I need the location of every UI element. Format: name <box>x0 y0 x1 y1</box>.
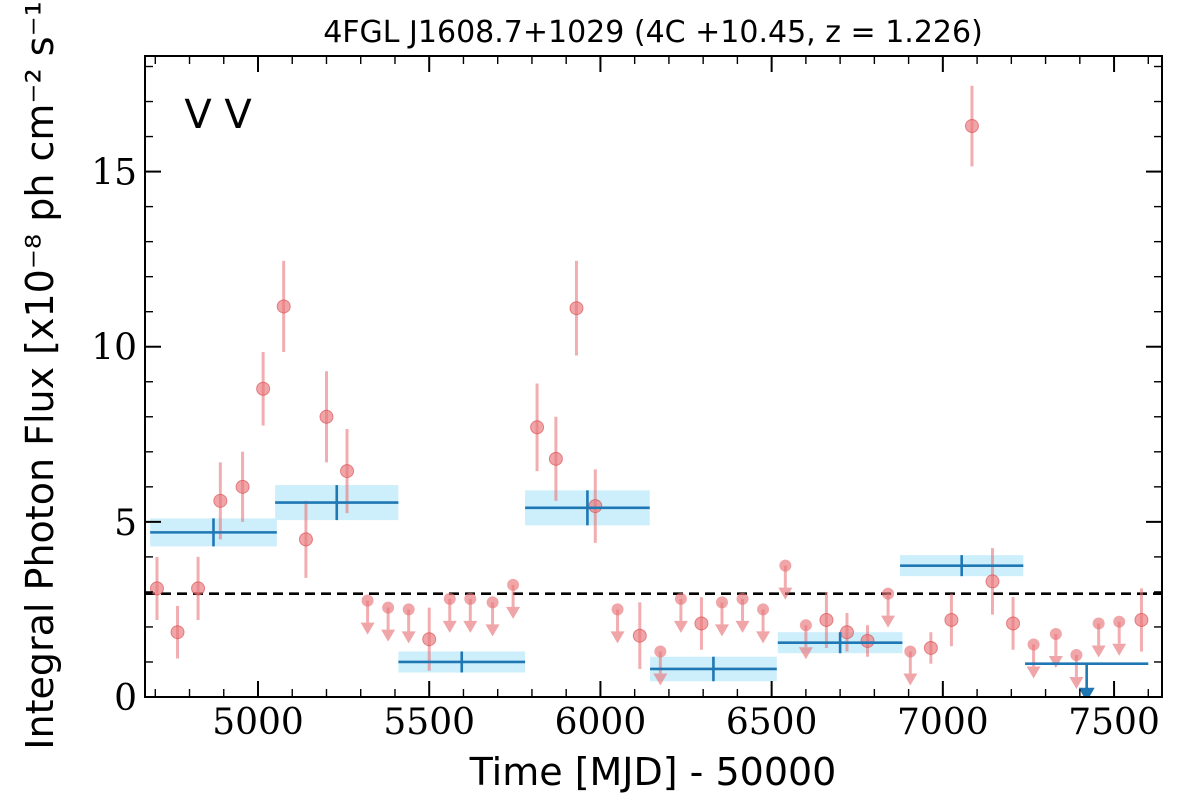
x-tick-label: 6000 <box>555 702 647 743</box>
monthly-point-9 <box>340 464 355 479</box>
monthly-point-8 <box>319 409 334 424</box>
monthly-ul-point-5 <box>486 596 499 609</box>
monthly-ul-arrow-20 <box>1091 645 1106 658</box>
monthly-ul-point-8 <box>654 645 667 658</box>
monthly-ul-point-12 <box>757 603 770 616</box>
monthly-point-11 <box>530 420 545 435</box>
monthly-ul-point-14 <box>799 619 812 632</box>
x-axis-label: Time [MJD] - 50000 <box>469 750 837 794</box>
monthly-ul-arrow-8 <box>653 673 668 686</box>
monthly-point-25 <box>1134 612 1149 627</box>
monthly-ul-point-16 <box>904 645 917 658</box>
monthly-ul-point-19 <box>1070 648 1083 661</box>
y-tick-label: 15 <box>91 153 137 194</box>
monthly-point-10 <box>422 632 437 647</box>
monthly-point-6 <box>276 299 291 314</box>
x-tick-label: 5000 <box>212 702 304 743</box>
monthly-ul-point-9 <box>674 592 687 605</box>
monthly-ul-arrow-15 <box>881 615 896 628</box>
monthly-point-18 <box>839 625 854 640</box>
monthly-ul-arrow-11 <box>735 620 750 633</box>
monthly-point-4 <box>235 479 250 494</box>
monthly-point-14 <box>588 499 603 514</box>
monthly-point-22 <box>964 119 979 134</box>
monthly-ul-arrow-1 <box>381 629 396 642</box>
monthly-point-0 <box>149 581 164 596</box>
monthly-ul-arrow-14 <box>798 647 813 660</box>
monthly-ul-arrow-5 <box>485 624 500 637</box>
x-tick-label: 5500 <box>383 702 475 743</box>
monthly-point-23 <box>985 574 1000 589</box>
monthly-point-16 <box>694 616 709 631</box>
monthly-point-17 <box>819 612 834 627</box>
monthly-ul-arrow-12 <box>756 631 771 644</box>
monthly-ul-point-7 <box>611 603 624 616</box>
plot-frame <box>144 55 1163 698</box>
monthly-ul-arrow-6 <box>506 606 521 619</box>
monthly-ul-arrow-7 <box>610 631 625 644</box>
monthly-ul-point-3 <box>443 592 456 605</box>
chart-title: 4FGL J1608.7+1029 (4C +10.45, z = 1.226) <box>323 15 983 50</box>
monthly-ul-arrow-10 <box>714 624 729 637</box>
monthly-ul-point-4 <box>464 592 477 605</box>
monthly-ul-arrow-4 <box>463 620 478 633</box>
monthly-ul-point-15 <box>882 587 895 600</box>
monthly-ul-point-1 <box>382 601 395 614</box>
monthly-ul-point-11 <box>736 592 749 605</box>
x-tick-label: 6500 <box>726 702 818 743</box>
y-axis-label: Integral Photon Flux [x10⁻⁸ ph cm⁻² s⁻¹] <box>18 0 62 750</box>
monthly-ul-arrow-2 <box>401 631 416 644</box>
monthly-ul-point-0 <box>361 594 374 607</box>
y-tick-label: 5 <box>114 503 137 544</box>
monthly-ul-arrow-13 <box>778 587 793 600</box>
y-tick-label: 0 <box>114 678 137 719</box>
monthly-ul-arrow-0 <box>360 622 375 635</box>
bin-ul-arrow-0 <box>1078 687 1095 697</box>
monthly-ul-arrow-3 <box>442 620 457 633</box>
monthly-point-21 <box>944 612 959 627</box>
monthly-point-5 <box>256 381 271 396</box>
x-tick-label: 7500 <box>1068 702 1160 743</box>
monthly-ul-arrow-16 <box>903 673 918 686</box>
monthly-point-15 <box>632 628 647 643</box>
monthly-ul-arrow-19 <box>1069 676 1084 689</box>
x-tick-label: 7000 <box>897 702 989 743</box>
y-tick-label: 10 <box>91 328 137 369</box>
plot-area <box>145 85 1162 697</box>
monthly-point-1 <box>170 625 185 640</box>
monthly-ul-arrow-17 <box>1026 666 1041 679</box>
monthly-point-24 <box>1006 616 1021 631</box>
monthly-point-19 <box>860 633 875 648</box>
monthly-point-13 <box>569 301 584 316</box>
monthly-ul-arrow-18 <box>1048 655 1063 668</box>
monthly-ul-point-2 <box>402 603 415 616</box>
monthly-point-3 <box>213 493 228 508</box>
monthly-ul-arrow-21 <box>1112 643 1127 656</box>
legend-label-monthly: V <box>224 92 252 138</box>
monthly-ul-point-20 <box>1092 617 1105 630</box>
monthly-point-20 <box>923 640 938 655</box>
monthly-ul-point-21 <box>1113 615 1126 628</box>
monthly-ul-arrow-9 <box>673 620 688 633</box>
monthly-ul-point-13 <box>779 559 792 572</box>
legend-label-binned: V <box>184 92 212 138</box>
monthly-ul-point-17 <box>1027 638 1040 651</box>
monthly-ul-point-10 <box>715 596 728 609</box>
axes: 5000 5500 6000 6500 7000 7500 0 5 10 15 <box>91 55 1163 743</box>
monthly-point-7 <box>298 532 313 547</box>
monthly-ul-point-6 <box>507 578 520 591</box>
monthly-ul-point-18 <box>1049 627 1062 640</box>
monthly-point-2 <box>191 581 206 596</box>
monthly-point-12 <box>548 451 563 466</box>
